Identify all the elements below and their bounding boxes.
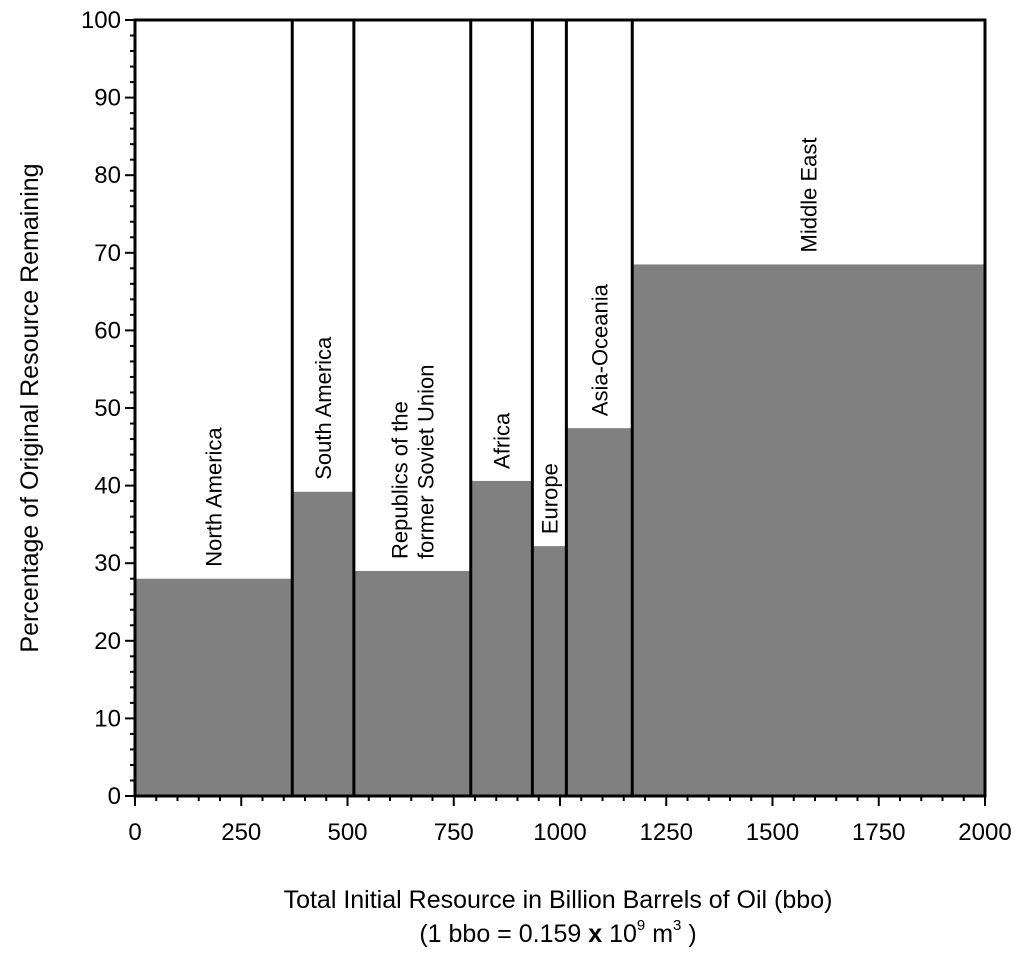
x-tick-label: 1000 — [533, 819, 586, 846]
bars-layer — [135, 264, 985, 796]
unit-note-suffix: ) — [681, 920, 696, 948]
region-label: Middle East — [797, 137, 822, 252]
x-axis-unit-note: (1 bbo = 0.159 x 109 m3 ) — [419, 917, 696, 948]
bar-3 — [470, 480, 533, 796]
y-tick-label: 90 — [94, 85, 121, 112]
region-label: Asia-Oceania — [587, 283, 612, 416]
x-tick-label: 250 — [221, 819, 261, 846]
region-labels: North America South America Republics of t… — [202, 137, 822, 566]
bar-4 — [532, 546, 567, 796]
region-label: Republics of the — [387, 401, 412, 559]
y-tick-label: 80 — [94, 162, 121, 189]
x-tick-label: 0 — [128, 819, 141, 846]
y-tick-label: 0 — [108, 783, 121, 810]
unit-note-base: 10 — [602, 920, 637, 948]
dividers-layer — [290, 20, 634, 796]
unit-note-unit: m — [645, 920, 673, 948]
y-axis: 0 10 20 30 40 50 60 70 80 90 100 — [81, 7, 135, 810]
unit-note-prefix: (1 bbo = 0.159 — [419, 920, 588, 948]
bar-2 — [353, 570, 471, 796]
y-tick-label: 30 — [94, 550, 121, 577]
x-axis-title: Total Initial Resource in Billion Barrel… — [284, 886, 833, 914]
y-axis-title: Percentage of Original Resource Remainin… — [16, 163, 44, 652]
region-label: former Soviet Union — [413, 365, 438, 559]
y-tick-label: 100 — [81, 7, 121, 34]
x-axis: 0 250 500 750 1000 1250 1500 1750 2000 — [128, 796, 1012, 846]
x-tick-label: 2000 — [958, 819, 1011, 846]
y-tick-label: 60 — [94, 317, 121, 344]
bar-5 — [566, 428, 633, 796]
y-tick-label: 50 — [94, 395, 121, 422]
region-label: North America — [202, 427, 227, 567]
x-tick-label: 750 — [434, 819, 474, 846]
region-label: Africa — [490, 412, 515, 469]
x-tick-label: 1500 — [746, 819, 799, 846]
bar-6 — [632, 264, 985, 796]
x-tick-label: 1750 — [852, 819, 905, 846]
unit-note-exp1: 9 — [637, 917, 645, 934]
y-tick-label: 20 — [94, 628, 121, 655]
bar-1 — [292, 491, 354, 796]
x-tick-label: 1250 — [640, 819, 693, 846]
bar-0 — [135, 578, 293, 796]
x-tick-label: 500 — [327, 819, 367, 846]
region-label: South America — [311, 336, 336, 480]
unit-note-exp2: 3 — [673, 917, 681, 934]
region-label: Europe — [537, 463, 562, 534]
y-tick-label: 40 — [94, 473, 121, 500]
y-tick-label: 70 — [94, 240, 121, 267]
unit-note-times: x — [588, 920, 602, 948]
y-tick-label: 10 — [94, 705, 121, 732]
